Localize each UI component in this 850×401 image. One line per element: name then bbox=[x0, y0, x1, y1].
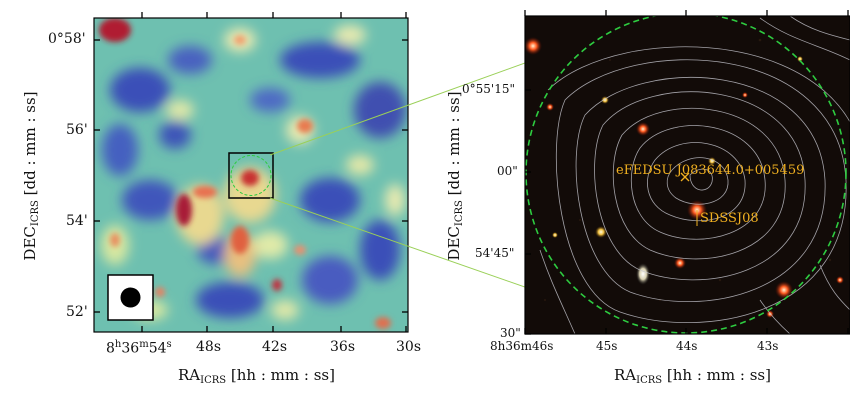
right-x-axis-label: RAICRS [hh : mm : ss] bbox=[614, 368, 771, 386]
left-x-ticks bbox=[141, 12, 407, 332]
right-xtick-0: 8h36m46s bbox=[490, 339, 554, 353]
left-xtick-1: 48s bbox=[196, 339, 221, 355]
star-small-g bbox=[836, 276, 844, 284]
right-x-axis-label-sub: ICRS bbox=[636, 375, 663, 386]
left-ytick-1: 56' bbox=[66, 122, 88, 138]
right-xtick-2: 44s bbox=[676, 339, 698, 353]
star-left-yellow bbox=[595, 226, 607, 238]
left-xtick-4: 30s bbox=[396, 339, 421, 355]
left-xtick-0-sec: 54 bbox=[148, 340, 167, 357]
left-xtick-0-min: 36 bbox=[121, 340, 140, 357]
right-y-ticks bbox=[525, 89, 531, 335]
right-ytick-3: 30" bbox=[500, 326, 521, 340]
right-x-axis-label-rest: [hh : mm : ss] bbox=[662, 366, 771, 384]
left-xtick-0-hour: 8 bbox=[106, 340, 115, 357]
right-y-axis-label-rest: [dd : mm : ss] bbox=[445, 91, 463, 201]
star-small-e bbox=[797, 56, 803, 62]
left-ytick-0: 0°58' bbox=[48, 31, 86, 47]
left-xtick-0: 8h36m54s bbox=[106, 339, 172, 357]
right-x-axis-label-main: RA bbox=[614, 366, 637, 384]
right-y-axis-label: DECICRS [dd : mm : ss] bbox=[445, 86, 465, 266]
left-y-ticks bbox=[94, 39, 408, 313]
right-ytick-1: 00" bbox=[497, 164, 518, 178]
left-x-axis-label-sub: ICRS bbox=[200, 375, 227, 386]
xray-contours bbox=[539, 16, 850, 334]
source-position-cross-icon bbox=[680, 172, 690, 182]
left-y-axis-label: DECICRS [dd : mm : ss] bbox=[21, 86, 41, 266]
left-plot-frame bbox=[93, 17, 409, 333]
right-x-ticks bbox=[524, 10, 849, 334]
star-small-a bbox=[546, 103, 554, 111]
left-ytick-2: 54' bbox=[66, 213, 88, 229]
zoom-box-circle bbox=[230, 155, 272, 196]
star-small-h bbox=[552, 232, 558, 238]
left-y-axis-label-sub: ICRS bbox=[30, 200, 41, 227]
left-x-axis-label: RAICRS [hh : mm : ss] bbox=[178, 368, 335, 386]
galaxy-elongated bbox=[636, 263, 650, 285]
left-xtick-2: 42s bbox=[262, 339, 287, 355]
left-x-axis-label-main: RA bbox=[178, 366, 201, 384]
beam-psf-icon bbox=[120, 287, 141, 308]
optical-image bbox=[525, 16, 850, 334]
star-small-f bbox=[742, 92, 748, 98]
right-y-axis-label-main: DEC bbox=[445, 226, 463, 261]
left-xtick-3: 36s bbox=[330, 339, 355, 355]
zoom-box bbox=[228, 152, 274, 199]
right-xtick-1: 45s bbox=[596, 339, 618, 353]
star-bright-topleft bbox=[525, 37, 542, 55]
right-ytick-0: 0°55'15" bbox=[462, 82, 515, 96]
source-name-label: eFEDSU J083644.0+005459 bbox=[616, 163, 805, 178]
left-x-axis-label-rest: [hh : mm : ss] bbox=[226, 366, 335, 384]
left-y-axis-label-main: DEC bbox=[21, 226, 39, 261]
left-ytick-3: 52' bbox=[66, 304, 88, 320]
left-y-axis-label-rest: [dd : mm : ss] bbox=[21, 91, 39, 201]
right-ytick-2: 54'45" bbox=[475, 246, 515, 260]
right-xtick-3: 43s bbox=[757, 339, 779, 353]
right-y-axis-label-sub: ICRS bbox=[454, 200, 465, 227]
right-plot-frame bbox=[524, 15, 850, 335]
star-mid-right bbox=[674, 257, 686, 269]
counterpart-name-label: SDSSJ08 bbox=[700, 211, 759, 226]
star-upper bbox=[636, 122, 650, 136]
star-bright-right bbox=[775, 281, 793, 299]
